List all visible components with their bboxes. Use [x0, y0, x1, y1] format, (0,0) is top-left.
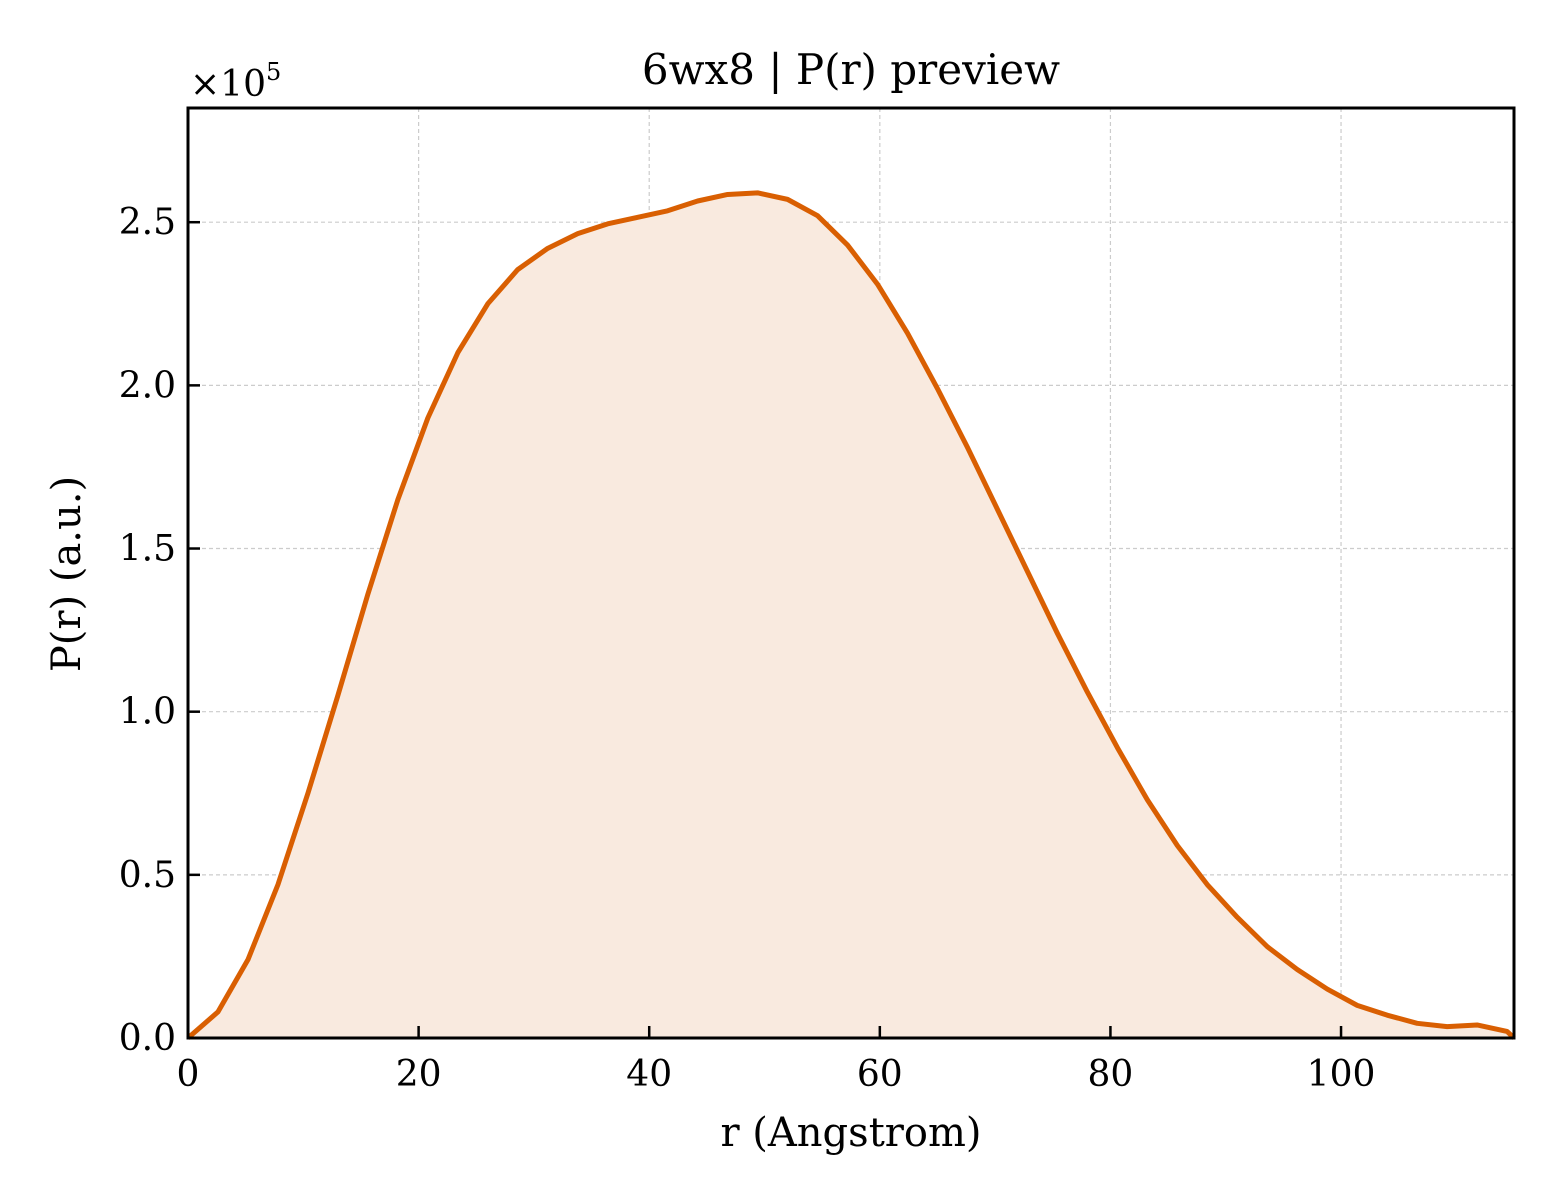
- y-tick-label: 0.0: [119, 1018, 176, 1059]
- x-tick-label: 0: [177, 1054, 200, 1095]
- x-axis-label: r (Angstrom): [720, 1110, 981, 1156]
- y-tick-label: 0.5: [119, 855, 176, 896]
- x-tick-label: 60: [857, 1054, 903, 1095]
- plot-frame: [186, 106, 1516, 1040]
- offset-base: ×10: [190, 64, 266, 105]
- y-tick-label: 2.5: [119, 202, 176, 243]
- x-tick-label: 80: [1088, 1054, 1134, 1095]
- offset-exponent: 5: [266, 58, 281, 86]
- chart-title: 6wx8 | P(r) preview: [642, 45, 1060, 94]
- y-tick-label: 1.0: [119, 692, 176, 733]
- y-tick-label: 1.5: [119, 529, 176, 570]
- y-axis-offset-label: ×105: [190, 58, 281, 105]
- x-tick-label: 40: [626, 1054, 672, 1095]
- y-axis-label: P(r) (a.u.): [44, 476, 90, 672]
- series-area-fill: [188, 192, 1514, 1039]
- axis-ticks: 0 20 40 60 80 100 0.0 0.5 1.0 1.5 2.0 2.5: [119, 202, 1376, 1095]
- x-tick-label: 100: [1307, 1054, 1376, 1095]
- series-line: [186, 190, 1516, 1040]
- x-tick-label: 20: [396, 1054, 442, 1095]
- y-tick-label: 2.0: [119, 365, 176, 406]
